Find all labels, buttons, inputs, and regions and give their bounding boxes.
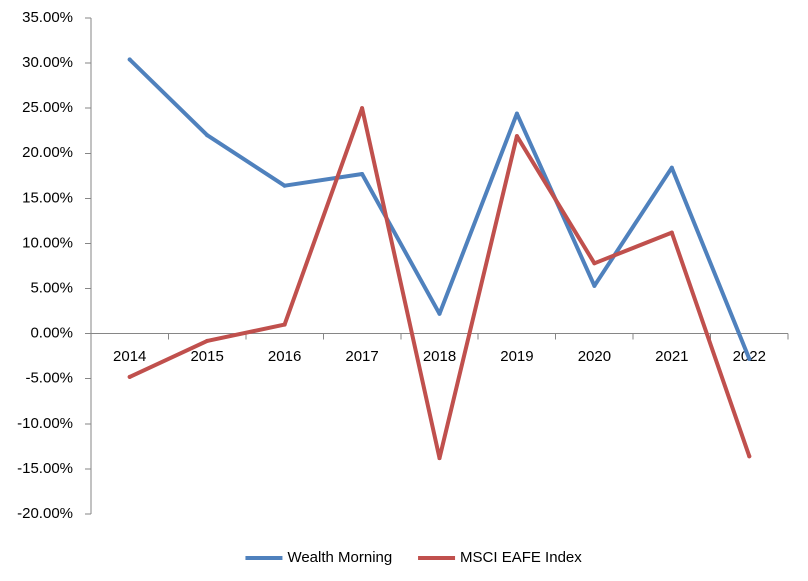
data-point-wealth-morning bbox=[360, 172, 365, 177]
y-tick-label: -10.00% bbox=[17, 415, 73, 432]
data-point-wealth-morning bbox=[747, 356, 752, 361]
data-point-wealth-morning bbox=[205, 133, 210, 138]
x-tick-label: 2017 bbox=[345, 348, 378, 365]
y-tick-label: 15.00% bbox=[22, 189, 73, 206]
x-axis: 2014 2015 2016 2017 2018 2019 2020 2021 2022 bbox=[90, 333, 789, 365]
data-point-wealth-morning bbox=[669, 165, 674, 170]
x-tick-label: 2019 bbox=[500, 348, 533, 365]
y-tick-label: 0.00% bbox=[30, 325, 73, 342]
y-tick-label: 10.00% bbox=[22, 234, 73, 251]
data-point-wealth-morning bbox=[514, 111, 519, 116]
y-tick-label: -20.00% bbox=[17, 505, 73, 522]
data-point-msci-eafe-index bbox=[437, 456, 442, 461]
y-tick-label: 20.00% bbox=[22, 144, 73, 161]
series-lines bbox=[127, 57, 752, 461]
data-point-msci-eafe-index bbox=[514, 134, 519, 139]
legend-label-msci-eafe-index: MSCI EAFE Index bbox=[460, 549, 582, 566]
y-tick-label: 25.00% bbox=[22, 99, 73, 116]
x-tick-label: 2016 bbox=[268, 348, 301, 365]
x-tick-label: 2014 bbox=[113, 348, 146, 365]
y-tick-label: 35.00% bbox=[22, 9, 73, 26]
y-tick-label: 5.00% bbox=[30, 280, 73, 297]
y-tick-label: -15.00% bbox=[17, 460, 73, 477]
x-tick-label: 2020 bbox=[578, 348, 611, 365]
x-tick-label: 2018 bbox=[423, 348, 456, 365]
series-line-msci-eafe-index bbox=[127, 106, 752, 461]
x-tick-label: 2015 bbox=[190, 348, 223, 365]
data-point-msci-eafe-index bbox=[669, 230, 674, 235]
data-point-wealth-morning bbox=[437, 311, 442, 316]
y-axis: 35.00% 30.00% 25.00% 20.00% 15.00% 10.00% 5.00… bbox=[17, 9, 92, 522]
data-point-msci-eafe-index bbox=[747, 454, 752, 459]
data-point-wealth-morning bbox=[127, 57, 132, 62]
data-point-msci-eafe-index bbox=[127, 374, 132, 379]
y-tick-label: 30.00% bbox=[22, 54, 73, 71]
data-point-msci-eafe-index bbox=[282, 322, 287, 327]
x-tick-label: 2021 bbox=[655, 348, 688, 365]
data-point-msci-eafe-index bbox=[205, 338, 210, 343]
data-point-msci-eafe-index bbox=[592, 261, 597, 266]
data-point-wealth-morning bbox=[592, 283, 597, 288]
data-point-wealth-morning bbox=[282, 183, 287, 188]
legend-label-wealth-morning: Wealth Morning bbox=[287, 549, 392, 566]
data-point-msci-eafe-index bbox=[360, 106, 365, 111]
y-tick-label: -5.00% bbox=[25, 370, 73, 387]
legend: Wealth Morning MSCI EAFE Index bbox=[245, 549, 582, 566]
